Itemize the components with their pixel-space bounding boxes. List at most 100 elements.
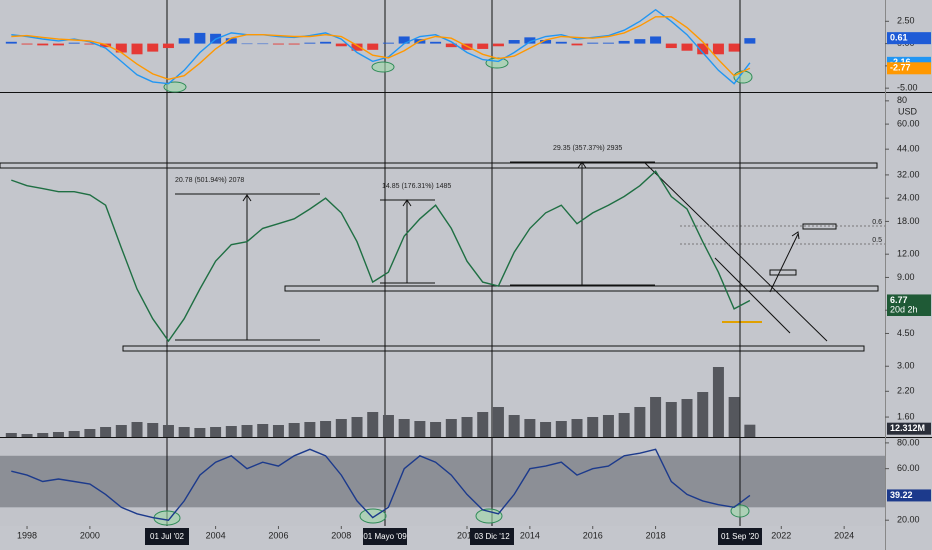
bar	[492, 407, 504, 437]
x-tick-label: 2024	[834, 530, 854, 540]
bar	[288, 423, 300, 437]
bar	[477, 412, 489, 437]
bar	[618, 413, 630, 437]
bar	[178, 38, 190, 44]
bar	[555, 41, 567, 44]
value-badge	[887, 32, 931, 45]
support-box	[284, 285, 879, 292]
annotation: 20.78 (501.94%) 2078	[175, 177, 244, 184]
bar	[131, 43, 143, 55]
bar	[210, 427, 222, 437]
bar	[540, 40, 552, 44]
value-badge	[887, 489, 931, 502]
bar	[178, 427, 190, 437]
date-label: 01 Sep '20	[721, 532, 760, 541]
fib-label: 0.5	[872, 237, 882, 244]
bar	[728, 397, 740, 437]
rsi-band	[0, 455, 885, 508]
bar	[712, 367, 724, 437]
bar	[712, 43, 724, 55]
y-tick-label: 20.00	[897, 515, 920, 525]
bar	[398, 419, 410, 437]
bar	[367, 412, 379, 437]
bar	[304, 42, 316, 44]
bar	[634, 407, 646, 437]
bar	[665, 402, 677, 437]
bar	[84, 43, 96, 45]
bar	[84, 429, 96, 437]
bar	[508, 415, 520, 437]
bar	[225, 426, 237, 437]
y-tick-label: 12.00	[897, 249, 920, 259]
highlight-ellipse	[730, 504, 750, 518]
value-badge	[887, 294, 931, 307]
target-box	[802, 223, 837, 230]
value-badge	[887, 422, 931, 435]
bar	[5, 41, 17, 44]
bar	[571, 43, 583, 46]
arrow-head	[402, 199, 412, 207]
bar	[571, 419, 583, 437]
bar	[100, 427, 112, 437]
highlight-ellipse	[163, 81, 187, 93]
bar	[602, 42, 614, 44]
bar	[681, 43, 693, 51]
bar	[445, 419, 457, 437]
bar	[21, 43, 33, 45]
bar	[147, 423, 159, 437]
bar	[68, 42, 80, 44]
bar	[728, 43, 740, 52]
x-tick-label: 2000	[80, 530, 100, 540]
bar	[382, 42, 394, 44]
date-badge	[145, 528, 189, 545]
bar	[37, 43, 49, 46]
value-badge-label: 12.312M	[890, 423, 925, 433]
bar	[115, 43, 127, 53]
bar	[508, 40, 520, 44]
y-tick-label: 4.50	[897, 328, 915, 338]
y-tick-label: 80.00	[897, 437, 920, 447]
annotation: 14.85 (176.31%) 1485	[382, 183, 451, 190]
bar	[744, 38, 756, 44]
y-tick-label: 60.00	[897, 118, 920, 128]
bar	[335, 419, 347, 437]
bar	[115, 425, 127, 437]
date-label: 01 Mayo '09	[363, 532, 407, 541]
bar	[131, 422, 143, 437]
x-tick-label: 2006	[268, 530, 288, 540]
countdown-badge	[887, 304, 931, 316]
date-badge	[470, 528, 514, 545]
bar	[320, 41, 332, 44]
marks-layer: 2.500.00-2.50-5.000.61-2.16-2.778060.004…	[5, 8, 931, 545]
trend-line	[714, 257, 791, 334]
x-tick-label: 2008	[331, 530, 351, 540]
bar	[492, 43, 504, 47]
value-badge	[887, 62, 931, 75]
value-badge-label: 6.77	[890, 295, 908, 305]
date-badge	[718, 528, 762, 545]
bar	[430, 422, 442, 437]
bar	[650, 397, 662, 437]
bar	[225, 38, 237, 44]
bar	[351, 417, 363, 437]
bar	[147, 43, 159, 52]
projection-arrow	[769, 231, 800, 293]
value-badge-label: 39.22	[890, 490, 913, 500]
y-tick-label: 32.00	[897, 169, 920, 179]
value-badge-label: -2.16	[890, 57, 911, 67]
date-label: 03 Dic '12	[474, 532, 510, 541]
bar	[602, 415, 614, 437]
x-tick-label: 2004	[206, 530, 226, 540]
bar	[697, 43, 709, 55]
line	[11, 170, 751, 343]
x-tick-label: 1998	[17, 530, 37, 540]
y-tick-label: 9.00	[897, 272, 915, 282]
bar	[367, 43, 379, 50]
bar	[304, 422, 316, 437]
y-tick-label: 18.00	[897, 216, 920, 226]
support-box	[122, 345, 865, 352]
line	[11, 8, 751, 85]
bar	[241, 43, 253, 45]
bar	[382, 415, 394, 437]
